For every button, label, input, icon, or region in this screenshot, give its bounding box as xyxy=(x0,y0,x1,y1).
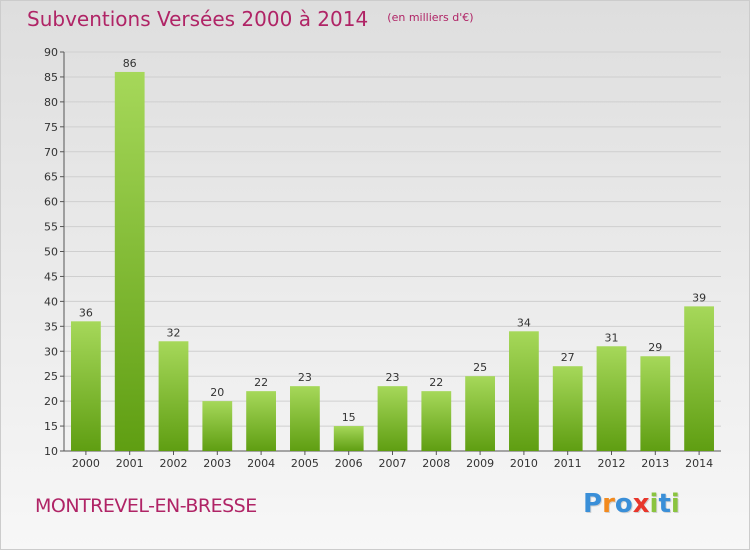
proxiti-logo: Proxiti xyxy=(583,489,680,519)
x-tick-label: 2000 xyxy=(72,457,100,470)
y-tick-label: 85 xyxy=(44,71,58,84)
y-tick-label: 65 xyxy=(44,171,58,184)
data-label: 86 xyxy=(123,57,137,70)
bar xyxy=(640,356,671,451)
bar xyxy=(333,426,364,451)
bar xyxy=(290,386,320,451)
data-label: 32 xyxy=(167,326,181,339)
data-label: 22 xyxy=(429,376,443,389)
x-tick-label: 2005 xyxy=(291,457,319,470)
bar xyxy=(114,71,145,451)
data-label: 20 xyxy=(210,386,224,399)
y-tick-label: 35 xyxy=(44,320,58,333)
bar xyxy=(509,331,539,451)
data-label: 22 xyxy=(254,376,268,389)
x-tick-label: 2014 xyxy=(685,457,713,470)
x-tick-label: 2004 xyxy=(247,457,275,470)
bar xyxy=(596,346,627,451)
data-label: 36 xyxy=(79,306,93,319)
x-tick-label: 2010 xyxy=(510,457,538,470)
logo-letter: r xyxy=(602,489,615,519)
bar xyxy=(684,306,714,451)
data-label: 23 xyxy=(298,371,312,384)
y-tick-label: 10 xyxy=(44,445,58,458)
bar xyxy=(552,366,583,451)
x-tick-label: 2002 xyxy=(160,457,188,470)
logo-letter: i xyxy=(649,489,659,519)
y-tick-label: 45 xyxy=(44,270,58,283)
bar xyxy=(246,391,276,451)
data-label: 34 xyxy=(517,316,531,329)
logo-letter: P xyxy=(583,489,603,519)
y-tick-label: 25 xyxy=(44,370,58,383)
x-tick-label: 2009 xyxy=(466,457,494,470)
data-label: 39 xyxy=(692,291,706,304)
x-tick-label: 2001 xyxy=(116,457,144,470)
y-tick-label: 50 xyxy=(44,246,58,259)
y-tick-label: 15 xyxy=(44,420,58,433)
y-tick-label: 90 xyxy=(44,46,58,59)
data-label: 29 xyxy=(648,341,662,354)
bar xyxy=(421,391,452,451)
x-tick-label: 2008 xyxy=(422,457,450,470)
y-tick-label: 75 xyxy=(44,121,58,134)
title-block: Subventions Versées 2000 à 2014 (en mill… xyxy=(27,7,474,31)
x-tick-label: 2007 xyxy=(379,457,407,470)
bar xyxy=(158,341,189,451)
data-label: 27 xyxy=(561,351,575,364)
y-tick-label: 20 xyxy=(44,395,58,408)
logo-letter: x xyxy=(632,489,650,519)
commune-name: MONTREVEL-EN-BRESSE xyxy=(35,495,257,517)
y-tick-label: 30 xyxy=(44,345,58,358)
logo-letter: o xyxy=(614,489,633,519)
x-tick-label: 2006 xyxy=(335,457,363,470)
chart-title: Subventions Versées 2000 à 2014 xyxy=(27,7,369,31)
y-tick-label: 40 xyxy=(44,295,58,308)
data-label: 25 xyxy=(473,361,487,374)
logo-letter: i xyxy=(670,489,680,519)
y-tick-label: 70 xyxy=(44,146,58,159)
x-tick-label: 2013 xyxy=(641,457,669,470)
x-tick-label: 2011 xyxy=(554,457,582,470)
bar xyxy=(71,321,101,451)
y-tick-label: 60 xyxy=(44,196,58,209)
bar xyxy=(465,376,495,451)
chart-subtitle: (en milliers d'€) xyxy=(387,11,474,24)
y-tick-label: 55 xyxy=(44,221,58,234)
y-tick-label: 80 xyxy=(44,96,58,109)
bar xyxy=(377,386,408,451)
x-tick-label: 2003 xyxy=(203,457,231,470)
data-label: 31 xyxy=(605,331,619,344)
logo-letter: t xyxy=(658,489,671,519)
bar xyxy=(202,401,233,451)
data-label: 23 xyxy=(386,371,400,384)
data-label: 15 xyxy=(342,411,356,424)
x-tick-label: 2012 xyxy=(598,457,626,470)
